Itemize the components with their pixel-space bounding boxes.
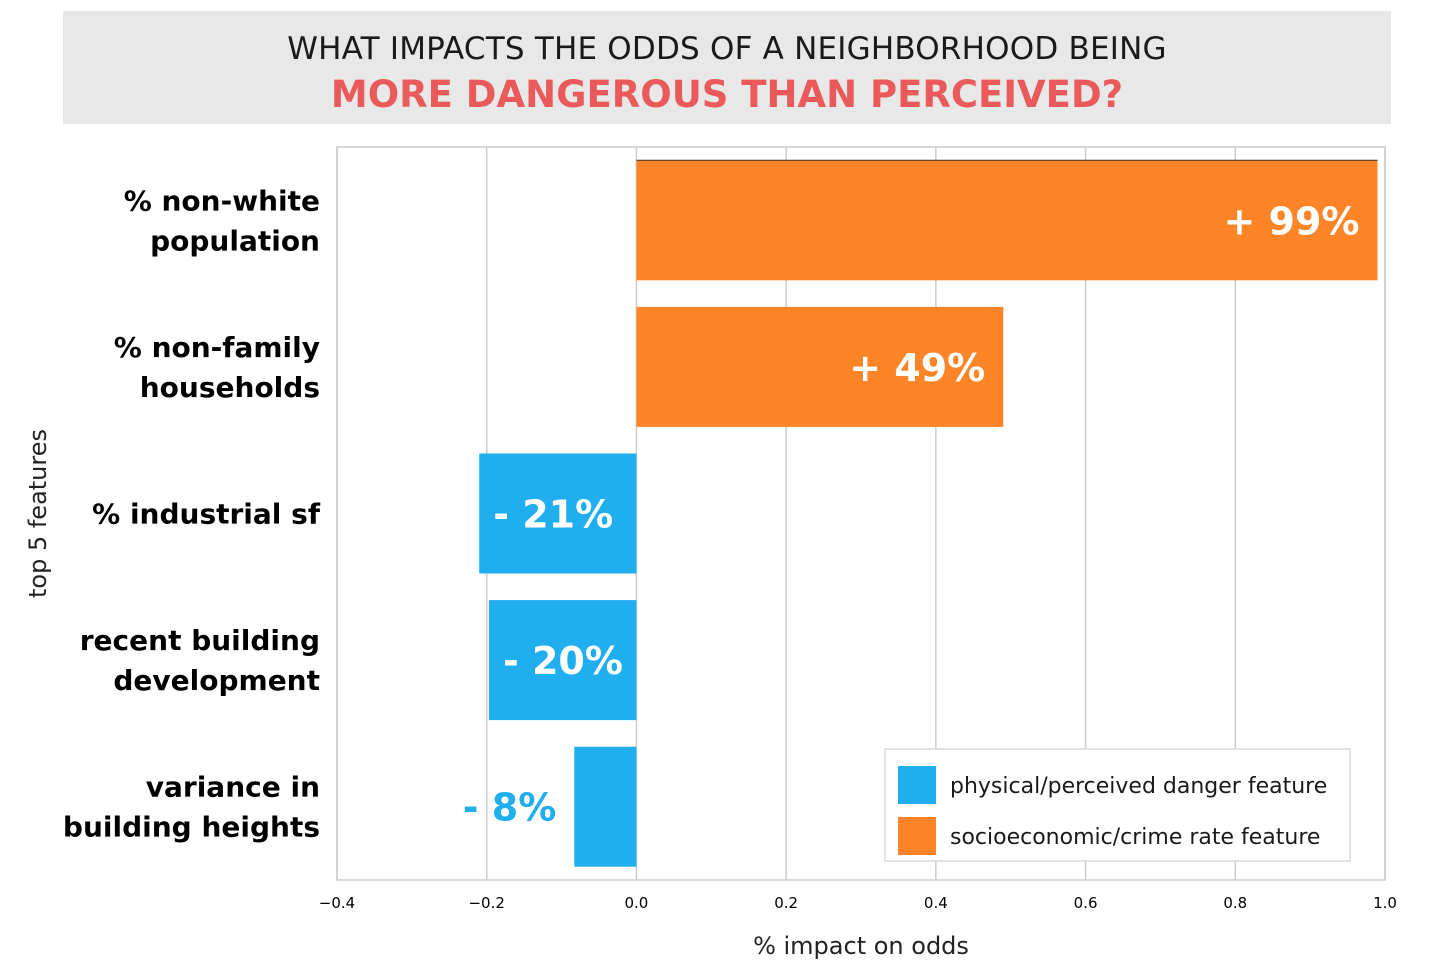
x-tick-label: 0.4 xyxy=(924,894,948,912)
x-tick-label: 0.2 xyxy=(774,894,798,912)
category-label: recent building xyxy=(80,624,320,657)
bar xyxy=(574,746,637,867)
bar xyxy=(636,306,1004,427)
legend-label: socioeconomic/crime rate feature xyxy=(950,825,1320,850)
legend: physical/perceived danger feature socioec… xyxy=(884,748,1351,862)
x-tick-label: −0.4 xyxy=(319,894,355,912)
y-axis-label: top 5 features xyxy=(24,429,52,598)
chart-subtitle: MORE DANGEROUS THAN PERCEIVED? xyxy=(330,73,1124,116)
category-label: variance in xyxy=(146,771,320,804)
plot-frame xyxy=(336,146,1386,881)
bar xyxy=(488,600,637,721)
value-label: - 21% xyxy=(493,493,613,537)
category-label: % non-family xyxy=(114,331,320,364)
x-tick-label: −0.2 xyxy=(468,894,504,912)
x-axis-label: % impact on odds xyxy=(753,932,969,960)
legend-swatch xyxy=(898,817,936,855)
value-label: - 8% xyxy=(463,786,557,830)
category-label: households xyxy=(140,371,320,404)
legend-box xyxy=(884,748,1351,862)
category-label: development xyxy=(113,664,320,697)
value-label: - 20% xyxy=(503,639,623,683)
title-banner: WHAT IMPACTS THE ODDS OF A NEIGHBORHOOD … xyxy=(63,11,1391,124)
x-tick-label: 0.8 xyxy=(1223,894,1247,912)
bar xyxy=(479,453,637,574)
value-label: + 99% xyxy=(1223,199,1359,243)
chart-title: WHAT IMPACTS THE ODDS OF A NEIGHBORHOOD … xyxy=(287,31,1167,67)
category-label: building heights xyxy=(63,811,320,844)
category-label: % industrial sf xyxy=(92,498,321,531)
bar xyxy=(636,160,1378,281)
legend-swatch xyxy=(898,766,936,804)
x-tick-label: 0.6 xyxy=(1074,894,1098,912)
x-tick-label: 0.0 xyxy=(624,894,648,912)
x-tick-label: 1.0 xyxy=(1373,894,1397,912)
category-label: population xyxy=(150,224,320,257)
category-label: % non-white xyxy=(124,184,320,217)
legend-label: physical/perceived danger feature xyxy=(950,774,1327,799)
value-label: + 49% xyxy=(849,346,985,390)
